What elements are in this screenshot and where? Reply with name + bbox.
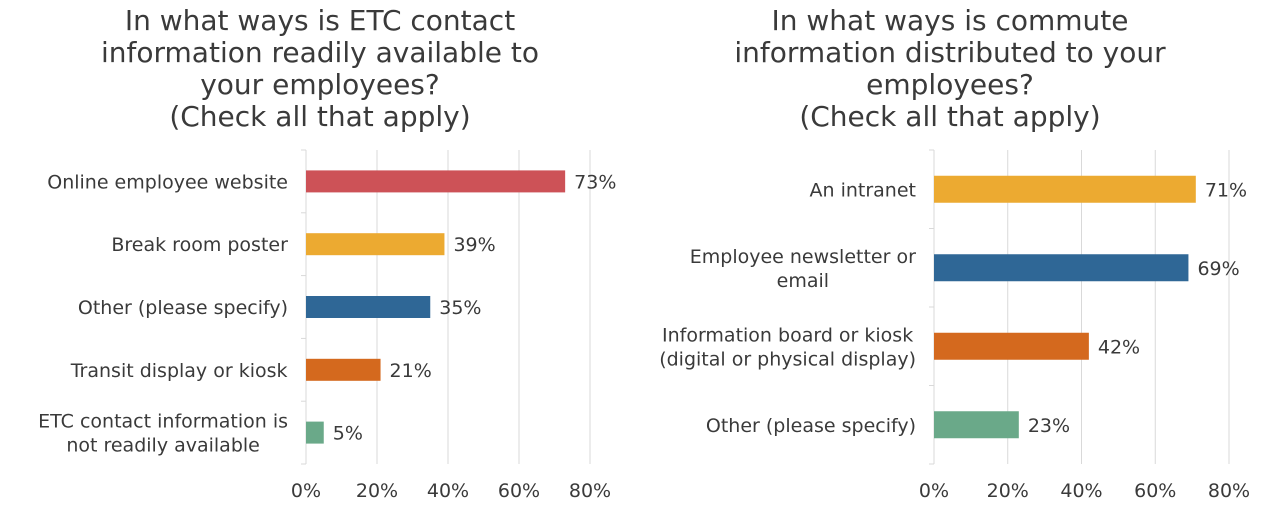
x-tick-label: 60%: [1134, 480, 1176, 502]
x-tick-label: 40%: [427, 480, 469, 502]
chart-title-line: employees?: [866, 68, 1034, 101]
chart-title-line: (Check all that apply): [799, 100, 1101, 133]
chart-title: In what ways is commute information dist…: [640, 5, 1260, 133]
chart-title-line: information distributed to your: [734, 36, 1166, 69]
category-label-line: Other (please specify): [706, 415, 916, 437]
bar-chart-commute-info: 0% 20% 40% 60% 80% 71% An intranet 69% Employee …: [659, 149, 1250, 502]
x-tick-label: 80%: [569, 480, 611, 502]
x-tick-label: 20%: [356, 480, 398, 502]
x-tick-label: 40%: [1060, 480, 1102, 502]
bar: [306, 170, 566, 193]
category-label-line: Information board or kiosk: [662, 324, 913, 346]
category-label-line: An intranet: [810, 179, 917, 201]
category-label-line: ETC contact information is: [38, 411, 288, 433]
chart-title-line: (Check all that apply): [169, 100, 471, 133]
data-label: 73%: [574, 171, 616, 193]
category-label: Break room poster: [111, 234, 288, 256]
bar-chart-etc-contact: 0% 20% 40% 60% 80% 73% Online employee website…: [38, 149, 616, 502]
category-label: Information board or kiosk (digital or ph…: [659, 324, 916, 370]
category-label-line: email: [777, 270, 829, 292]
category-label: ETC contact information is not readily av…: [38, 411, 288, 457]
x-tick-label: 80%: [1208, 480, 1250, 502]
bar: [306, 421, 324, 444]
category-label-line: Break room poster: [111, 234, 288, 256]
category-label-line: Online employee website: [47, 171, 288, 193]
bar: [934, 332, 1089, 360]
category-label-line: not readily available: [66, 435, 260, 457]
bar: [306, 358, 381, 381]
chart-title-line: information readily available to: [101, 36, 539, 69]
data-label: 23%: [1028, 415, 1070, 437]
category-label: Other (please specify): [78, 297, 288, 319]
data-label: 69%: [1197, 258, 1239, 280]
data-label: 39%: [453, 234, 495, 256]
category-label-line: Other (please specify): [78, 297, 288, 319]
data-label: 42%: [1098, 336, 1140, 358]
bar: [934, 254, 1189, 282]
bar: [934, 411, 1019, 439]
category-label: Online employee website: [47, 171, 288, 193]
category-label: An intranet: [810, 179, 917, 201]
x-tick-label: 60%: [498, 480, 540, 502]
chart-title: In what ways is ETC contact information …: [0, 5, 640, 133]
category-label-line: Transit display or kiosk: [70, 360, 288, 382]
category-label: Other (please specify): [706, 415, 916, 437]
chart-title-line: In what ways is ETC contact: [124, 4, 516, 37]
category-label: Employee newsletter or email: [690, 246, 916, 292]
chart-panel-etc-contact: In what ways is ETC contact information …: [0, 5, 640, 503]
bar: [934, 175, 1196, 203]
data-label: 5%: [333, 423, 363, 445]
bar: [306, 233, 445, 256]
data-label: 35%: [439, 297, 481, 319]
x-tick-label: 20%: [987, 480, 1029, 502]
data-label: 21%: [390, 360, 432, 382]
category-label-line: (digital or physical display): [659, 348, 916, 370]
category-label-line: Employee newsletter or: [690, 246, 916, 268]
bar: [306, 296, 431, 318]
data-label: 71%: [1205, 179, 1247, 201]
chart-panel-commute-info: In what ways is commute information dist…: [640, 0, 1280, 507]
chart-title-line: In what ways is commute: [771, 4, 1129, 37]
x-tick-label: 0%: [919, 480, 949, 502]
x-tick-label: 0%: [291, 480, 321, 502]
chart-title-line: your employees?: [200, 68, 440, 101]
category-label: Transit display or kiosk: [70, 360, 288, 382]
